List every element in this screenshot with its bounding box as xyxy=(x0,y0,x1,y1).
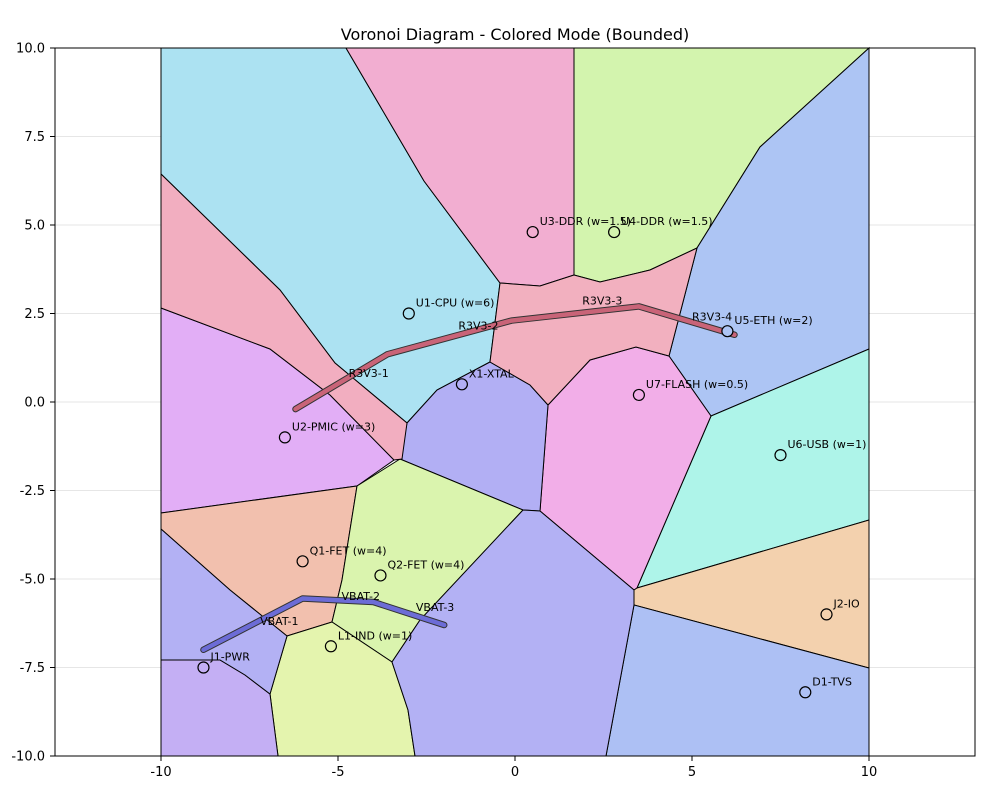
cell-region-pink-center xyxy=(489,247,698,406)
y-tick-label: 5.0 xyxy=(24,219,45,234)
site-label: X1-XTAL xyxy=(469,367,515,380)
site-label: U7-FLASH (w=0.5) xyxy=(646,378,748,391)
site-point xyxy=(632,388,646,402)
site-point xyxy=(296,555,309,568)
site-label: U6-USB (w=1) xyxy=(788,438,867,451)
site-label: U2-PMIC (w=3) xyxy=(292,420,375,433)
y-axis-ticks: 10.0 7.5 5.0 2.5 0.0 -2.5 -5.0 -7.5 -10.0 xyxy=(11,42,55,765)
trace-line xyxy=(293,304,737,412)
site-point xyxy=(526,225,539,239)
y-tick-label: 7.5 xyxy=(24,130,45,145)
site-label: L1-IND (w=1) xyxy=(338,629,412,642)
y-tick-label: -2.5 xyxy=(20,484,45,499)
site-label: U3-DDR (w=1.5) xyxy=(540,215,631,228)
voronoi-cells xyxy=(160,46,871,757)
site-label: Q1-FET (w=4) xyxy=(310,544,387,557)
y-tick-label: -7.5 xyxy=(20,661,45,676)
trace-label: VBAT-1 xyxy=(260,615,298,628)
cell-region-lavender-left xyxy=(160,527,288,695)
sites: U1-CPU (w=6)U2-PMIC (w=3)U3-DDR (w=1.5)U… xyxy=(197,215,867,699)
site-point xyxy=(278,431,291,444)
site-point xyxy=(774,449,787,462)
x-tick-label: -5 xyxy=(332,765,345,780)
site-label: Q2-FET (w=4) xyxy=(387,558,464,571)
site-point xyxy=(820,608,833,621)
trace-label: R3V3-1 xyxy=(349,367,389,380)
site-point xyxy=(197,661,210,674)
site-label: D1-TVS xyxy=(812,675,852,688)
y-tick-label: -5.0 xyxy=(20,573,45,588)
y-tick-label: 0.0 xyxy=(24,396,45,411)
x-tick-label: -10 xyxy=(150,765,171,780)
trace-label: R3V3-4 xyxy=(692,311,732,324)
site-point xyxy=(402,307,415,320)
site-label: U1-CPU (w=6) xyxy=(416,297,495,310)
traces: R3V3-1 R3V3-2 R3V3-3 R3V3-4 VBAT-1 VBAT-2 VBAT… xyxy=(200,295,738,654)
site-label: U5-ETH (w=2) xyxy=(734,314,812,327)
x-tick-label: 0 xyxy=(511,765,519,780)
y-tick-label: 10.0 xyxy=(16,42,45,57)
trace-label: VBAT-2 xyxy=(342,590,380,603)
site-point xyxy=(324,640,338,653)
y-tick-label: 2.5 xyxy=(24,307,45,322)
trace-label: R3V3-3 xyxy=(582,295,622,308)
trace-label: R3V3-2 xyxy=(458,319,498,332)
x-tick-label: 5 xyxy=(688,765,696,780)
site-label: J1-PWR xyxy=(209,651,250,664)
axes: -10 -5 0 5 10 10.0 7.5 5.0 2.5 0.0 -2.5 -5.0 -7.5 -1… xyxy=(11,42,976,780)
trace-line xyxy=(201,596,447,653)
trace-label: VBAT-3 xyxy=(416,601,454,614)
cell-region-pink-left xyxy=(160,172,408,461)
x-axis-ticks: -10 -5 0 5 10 xyxy=(150,756,877,780)
site-point xyxy=(608,225,621,239)
y-tick-label: -10.0 xyxy=(11,750,45,765)
site-label: U4-DDR (w=1.5) xyxy=(621,215,712,228)
site-label: J2-IO xyxy=(833,597,860,610)
site-point xyxy=(799,686,812,699)
chart-title: Voronoi Diagram - Colored Mode (Bounded) xyxy=(341,25,689,44)
x-tick-label: 10 xyxy=(861,765,878,780)
site-point xyxy=(455,378,468,391)
site-point xyxy=(374,569,387,582)
site-point xyxy=(721,325,734,338)
